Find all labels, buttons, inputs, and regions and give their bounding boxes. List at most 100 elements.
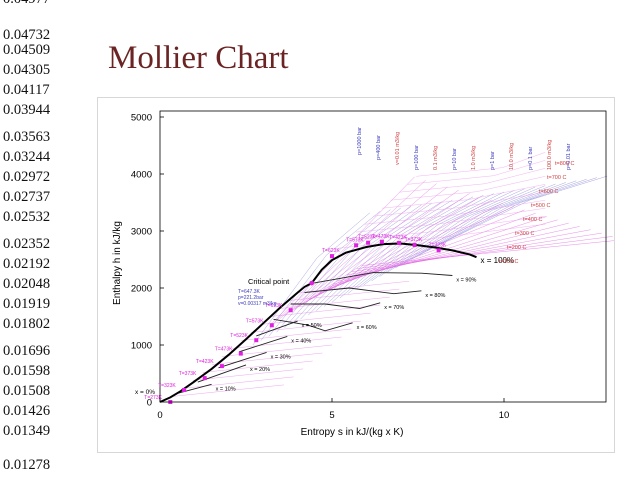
footer-strip <box>84 468 638 479</box>
mollier-chart-svg: 0 5 10 1000 2000 3000 4000 5000 0 Entropy s in kJ… <box>112 110 614 438</box>
quality-label: x = 30% <box>271 354 291 360</box>
temperature-marker <box>202 376 207 381</box>
temperature-marker <box>182 388 187 392</box>
isochor-line <box>300 203 432 320</box>
critical-point-detail: v=0.00317 m3/kg <box>238 301 277 307</box>
temperature-marker <box>436 248 441 253</box>
saturated-vapor-line <box>310 242 477 284</box>
isochor-line <box>403 182 566 264</box>
temperature-label: T=573K <box>346 237 364 243</box>
critical-point-detail: T=647.3K <box>238 289 260 295</box>
side-number: 0.02352 <box>3 236 51 252</box>
isobar-line <box>356 236 613 269</box>
isochor-line <box>434 175 608 247</box>
side-number: 0.01696 <box>3 343 51 359</box>
critical-point-marker <box>309 280 315 286</box>
side-number: 0.01278 <box>3 457 51 473</box>
isobar-line <box>351 232 602 273</box>
property-label: 1.0 m3/kg <box>471 146 477 170</box>
property-label: 100.0 m3/kg <box>547 140 553 170</box>
isochor-line <box>418 178 587 256</box>
isochor-line <box>276 207 401 333</box>
property-label: p=10 bar <box>452 148 458 170</box>
side-number: 0.01349 <box>3 423 51 439</box>
quality-label: x = 100% <box>481 256 515 265</box>
isotherm-line <box>407 160 546 185</box>
temperature-marker <box>254 338 259 343</box>
quality-line <box>218 351 267 369</box>
quality-label: x = 20% <box>250 367 270 373</box>
isobar-line <box>347 229 591 276</box>
isotherm-label: t=100 C <box>499 259 518 265</box>
y-tick-label: 4000 <box>131 170 152 181</box>
isochor-line <box>316 199 453 311</box>
temperature-marker <box>269 323 274 328</box>
side-number: 0.03944 <box>3 102 51 118</box>
slide-title: Mollier Chart <box>108 40 289 76</box>
temperature-label: T=573K <box>246 318 264 324</box>
y-axis-label: Enthalpy h in kJ/kg <box>112 221 123 305</box>
temperature-label: T=423K <box>196 359 214 365</box>
isobar-line <box>337 222 569 282</box>
temperature-label: T=473K <box>215 347 233 353</box>
isobar-line <box>361 240 614 266</box>
property-label: p=1000 bar <box>357 127 363 155</box>
quality-line <box>238 335 288 353</box>
plot-area <box>159 239 477 404</box>
critical-point-detail: p=221.2bar <box>238 295 264 301</box>
isotherm-label: t=600 C <box>539 189 558 195</box>
isotherm-line <box>399 168 546 193</box>
quality-label: x = 40% <box>291 338 311 344</box>
temperature-label: T=623K <box>265 303 283 309</box>
temperature-label: T=523K <box>358 235 376 241</box>
isotherm-label: t=400 C <box>523 217 542 223</box>
property-label: 10.0 m3/kg <box>509 143 515 170</box>
isobar-line <box>303 199 492 304</box>
isobar-line <box>212 352 323 365</box>
side-number: 0.03563 <box>3 129 51 145</box>
isochor-line <box>379 186 536 277</box>
quality-line <box>304 287 422 295</box>
property-fan <box>173 152 614 397</box>
temperature-marker <box>238 351 243 356</box>
chart-labels: x = 10% x = 20% x = 30% x = 40% x = 50% x = 6… <box>135 127 574 401</box>
quality-label: x = 60% <box>357 325 377 331</box>
property-label: 0.1 m3/kg <box>433 146 439 170</box>
isochor-line <box>410 180 577 260</box>
isotherm-label: t=200 C <box>507 245 526 251</box>
x-tick-label: 10 <box>499 410 510 421</box>
isochor-line <box>292 204 422 324</box>
plot-frame <box>159 110 607 403</box>
isotherm-label: t=500 C <box>531 203 550 209</box>
temperature-marker <box>219 364 224 369</box>
temperature-label: T=273K <box>144 395 162 401</box>
side-number: 0.04509 <box>3 42 51 58</box>
side-number: 0.02192 <box>3 256 51 272</box>
temperature-label: T=323K <box>158 383 176 389</box>
isotherm-line <box>373 191 546 217</box>
isotherm-line <box>390 176 546 201</box>
temperature-label: T=473K <box>372 234 390 240</box>
isochor-line <box>339 195 484 299</box>
temperature-label: T=323K <box>429 242 447 248</box>
isotherm-line <box>338 223 546 249</box>
isobar-line <box>298 281 410 293</box>
saturated-liquid-line <box>159 282 313 403</box>
isobar-line <box>269 176 415 326</box>
x-tick-label: 5 <box>329 410 334 421</box>
quality-label: x = 50% <box>302 323 322 329</box>
side-number: 0.02532 <box>3 209 51 225</box>
isotherm-line <box>347 215 546 241</box>
isobar-line <box>289 288 400 301</box>
isochor-line <box>323 198 463 307</box>
isotherm-line <box>356 207 546 233</box>
isochor-line <box>355 191 505 290</box>
temperature-label: T=423K <box>389 235 407 241</box>
property-label: v=0.01 m3/kg <box>395 132 401 165</box>
quality-line <box>273 318 353 332</box>
x-axis-label: Entropy s in kJ/(kg x K) <box>301 427 404 438</box>
side-number: 0.04732 <box>3 27 51 43</box>
isobar-line <box>250 320 361 333</box>
isobar-line <box>298 196 481 307</box>
